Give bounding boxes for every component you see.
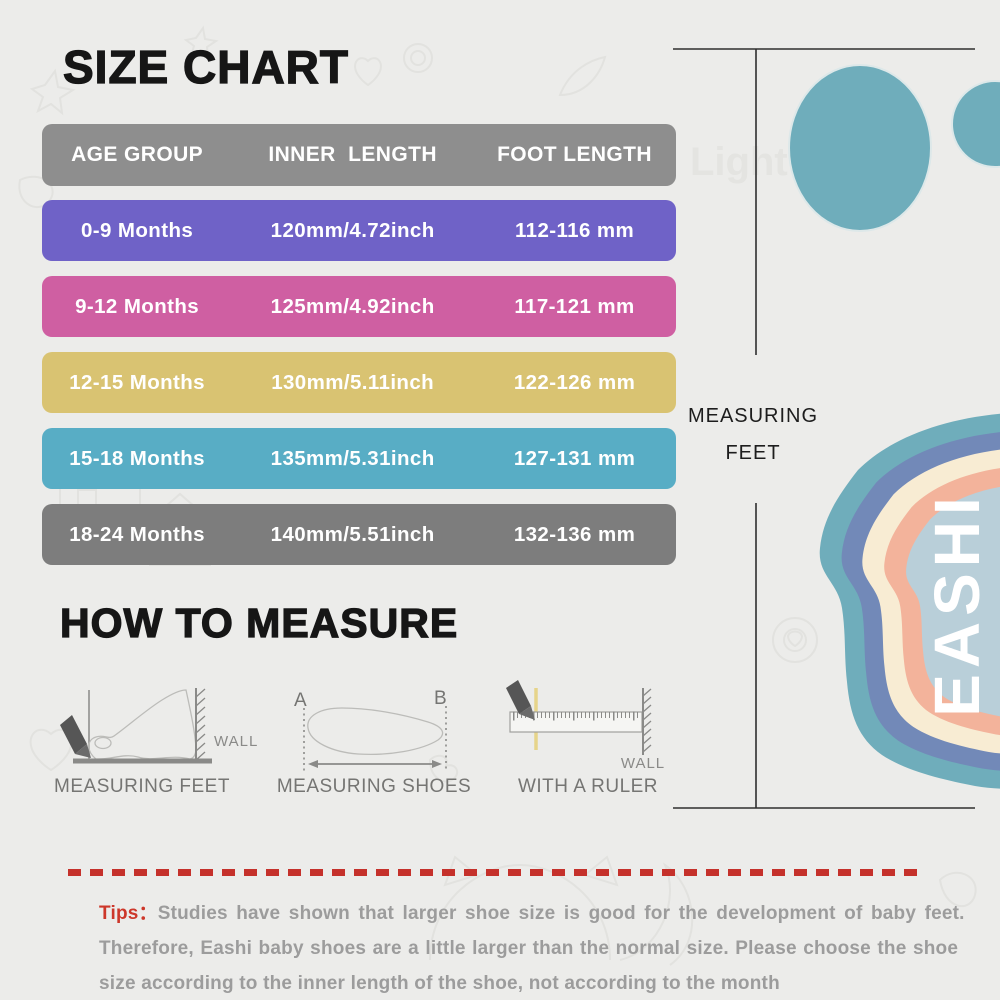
tips-line-1: Tips：Studies have shown that larger shoe… xyxy=(99,896,964,931)
pencil-icon xyxy=(60,715,91,758)
small-toe-shape xyxy=(951,80,1000,168)
point-a-label: A xyxy=(294,690,307,711)
tips-line-3: size according to the inner length of th… xyxy=(99,973,780,994)
sole-center xyxy=(906,486,1000,717)
wall-hatch xyxy=(642,688,652,755)
header-foot-length: FOOT LENGTH xyxy=(497,143,652,166)
pencil-icon xyxy=(506,680,535,720)
age-cell: 9-12 Months xyxy=(75,294,200,318)
measuring-diagrams: WALL MEASURING FEET A B MEASURING SHOES xyxy=(54,680,665,797)
measuring-feet-caption-line1: MEASURING xyxy=(688,405,818,427)
tips-text-1: Studies have shown that larger shoe size… xyxy=(157,903,965,924)
svg-text:Light: Light xyxy=(690,140,788,184)
inner-cell: 130mm/5.11inch xyxy=(271,370,435,394)
foot-measure-panel: MEASURING FEET EASHI xyxy=(673,48,1000,809)
measuring-feet-diagram: WALL MEASURING FEET xyxy=(54,688,258,797)
ruler-diagram: WALL WITH A RULER xyxy=(506,680,665,797)
brand-logo-text: EASHI xyxy=(921,491,993,717)
foot-cell: 127-131 mm xyxy=(513,446,636,470)
inner-cell: 140mm/5.51inch xyxy=(270,522,435,546)
tips-divider xyxy=(68,869,920,876)
measuring-feet-label: MEASURING FEET xyxy=(54,776,230,797)
table-row: 15-18 Months 135mm/5.31inch 127-131 mm xyxy=(42,428,676,489)
wall-label: WALL xyxy=(214,733,258,750)
tips-label: Tips： xyxy=(99,903,158,924)
wall-hatch xyxy=(195,688,206,761)
age-cell: 15-18 Months xyxy=(69,446,205,470)
inner-cell: 125mm/4.92inch xyxy=(270,294,435,318)
header-age-group: AGE GROUP xyxy=(71,143,204,166)
tips-line-2: Therefore, Eashi baby shoes are a little… xyxy=(99,938,959,959)
page-title: SIZE CHART xyxy=(62,40,349,93)
foot-cell: 112-116 mm xyxy=(514,218,635,242)
age-cell: 18-24 Months xyxy=(69,522,205,546)
footprint-illustration: EASHI xyxy=(788,64,1000,789)
inner-cell: 135mm/5.31inch xyxy=(270,446,435,470)
tips-paragraph: Tips：Studies have shown that larger shoe… xyxy=(99,896,964,1000)
big-toe-shape xyxy=(788,64,932,232)
wall-label: WALL xyxy=(621,755,665,772)
point-b-label: B xyxy=(434,688,447,709)
table-row: 12-15 Months 130mm/5.11inch 122-126 mm xyxy=(42,352,676,413)
inner-cell: 120mm/4.72inch xyxy=(270,218,435,242)
shoe-sole-sketch xyxy=(307,707,444,756)
table-header-row: AGE GROUP INNER LENGTH FOOT LENGTH xyxy=(42,124,676,186)
measuring-shoes-label: MEASURING SHOES xyxy=(277,776,471,797)
foot-sketch xyxy=(88,689,197,760)
foot-cell: 117-121 mm xyxy=(514,294,635,318)
measuring-shoes-diagram: A B MEASURING SHOES xyxy=(277,688,471,797)
age-cell: 12-15 Months xyxy=(69,370,205,394)
measuring-feet-caption-line2: FEET xyxy=(725,442,780,464)
with-a-ruler-label: WITH A RULER xyxy=(518,776,658,797)
age-cell: 0-9 Months xyxy=(80,218,194,242)
foot-cell: 122-126 mm xyxy=(513,370,636,394)
table-row: 0-9 Months 120mm/4.72inch 112-116 mm xyxy=(42,200,676,261)
how-to-measure-title: HOW TO MEASURE xyxy=(59,599,459,646)
length-arrow xyxy=(308,760,442,768)
size-table: AGE GROUP INNER LENGTH FOOT LENGTH 0-9 M… xyxy=(42,124,676,580)
header-inner-length: INNER LENGTH xyxy=(268,143,437,166)
table-row: 18-24 Months 140mm/5.51inch 132-136 mm xyxy=(42,504,676,565)
foot-cell: 132-136 mm xyxy=(513,522,636,546)
table-row: 9-12 Months 125mm/4.92inch 117-121 mm xyxy=(42,276,676,337)
